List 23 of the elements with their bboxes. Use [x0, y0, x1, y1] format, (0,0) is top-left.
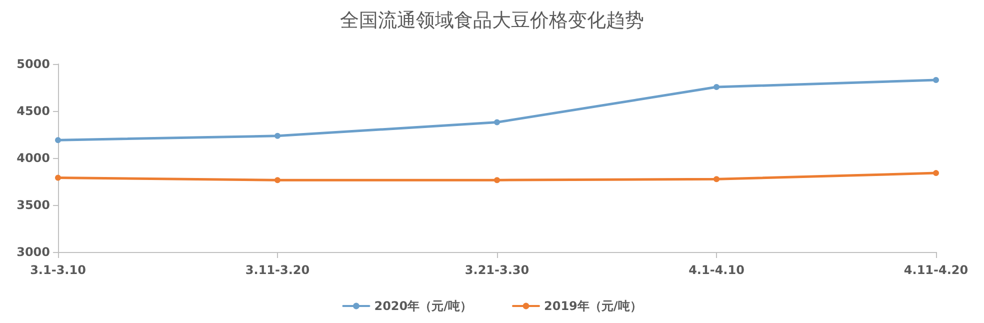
point: [274, 132, 280, 139]
x-tick-label: 4.1-4.10: [688, 263, 744, 277]
point: [714, 176, 720, 182]
x-tick-label: 3.1-3.10: [30, 263, 86, 277]
point: [55, 137, 61, 144]
point: [933, 76, 939, 83]
y-tick-label: 4000: [16, 151, 50, 165]
point: [494, 177, 500, 184]
point: [933, 170, 939, 176]
y-tick-label: 3500: [16, 198, 50, 212]
legend-label: 2019年（元/吨）: [544, 299, 642, 313]
y-tick-label: 4500: [16, 104, 50, 118]
legend-label: 2020年（元/吨）: [374, 299, 472, 313]
point: [494, 119, 500, 126]
x-tick-label: 3.11-3.20: [245, 263, 310, 277]
point: [714, 84, 720, 90]
x-tick-label: 4.11-4.20: [904, 263, 968, 277]
x-tick-label: 3.21-3.30: [464, 263, 530, 277]
chart-title: 全国流通领域食品大豆价格变化趋势: [340, 10, 644, 32]
y-tick-label: 5000: [16, 57, 50, 71]
point: [274, 177, 280, 184]
y-tick-label: 3000: [16, 245, 50, 259]
point: [55, 174, 61, 181]
